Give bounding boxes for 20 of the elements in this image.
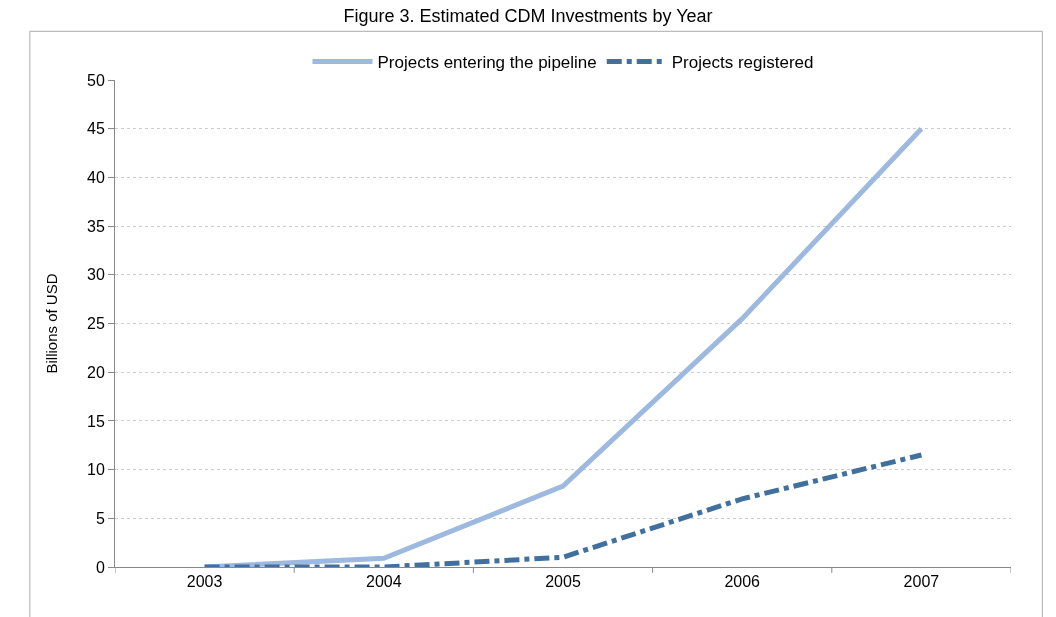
chart-title: Figure 3. Estimated CDM Investments by Year xyxy=(343,5,713,26)
y-axis-title: Billions of USD xyxy=(43,273,61,374)
legend-label: Projects entering the pipeline xyxy=(377,53,597,73)
x-tick-label: 2005 xyxy=(545,573,581,591)
y-tick-label: 20 xyxy=(87,363,105,381)
y-tick-label: 40 xyxy=(87,169,105,186)
y-tick-label: 10 xyxy=(87,461,105,479)
y-tick-label: 0 xyxy=(95,558,105,576)
y-tick-label: 5 xyxy=(95,509,105,527)
x-tick-label: 2003 xyxy=(186,573,223,591)
y-tick-label: 25 xyxy=(87,315,105,333)
y-tick-label: 15 xyxy=(87,412,105,430)
y-tick-label: 30 xyxy=(87,266,105,284)
x-tick-label: 2007 xyxy=(903,573,940,591)
x-tick-label: 2004 xyxy=(366,573,402,591)
y-tick-label: 45 xyxy=(87,120,105,138)
x-tick-label: 2006 xyxy=(724,573,761,591)
legend-label: Projects registered xyxy=(671,53,814,73)
y-tick-label: 35 xyxy=(87,217,105,235)
y-tick-label: 50 xyxy=(87,71,105,89)
